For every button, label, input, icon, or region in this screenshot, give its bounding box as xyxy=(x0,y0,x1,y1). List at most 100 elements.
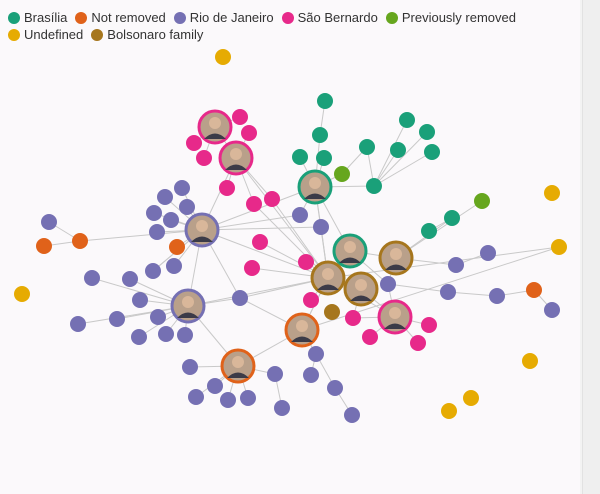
node-rio[interactable] xyxy=(267,366,283,382)
node-rio[interactable] xyxy=(240,390,256,406)
node-not-removed[interactable] xyxy=(169,239,185,255)
node-rio[interactable] xyxy=(274,400,290,416)
node-brasilia[interactable] xyxy=(444,210,460,226)
person-photo-node[interactable] xyxy=(378,240,414,276)
photo-body xyxy=(317,284,339,290)
node-prev-removed[interactable] xyxy=(474,193,490,209)
node-rio[interactable] xyxy=(70,316,86,332)
node-sao-bernardo[interactable] xyxy=(410,335,426,351)
node-brasilia[interactable] xyxy=(424,144,440,160)
node-rio[interactable] xyxy=(122,271,138,287)
legend-item-sao-bernardo[interactable]: São Bernardo xyxy=(281,10,378,25)
node-rio[interactable] xyxy=(440,284,456,300)
legend-item-not-removed[interactable]: Not removed xyxy=(75,10,166,25)
node-rio[interactable] xyxy=(163,212,179,228)
node-rio[interactable] xyxy=(41,214,57,230)
node-rio[interactable] xyxy=(109,311,125,327)
node-sao-bernardo[interactable] xyxy=(244,260,260,276)
node-brasilia[interactable] xyxy=(421,223,437,239)
node-sao-bernardo[interactable] xyxy=(219,180,235,196)
node-brasilia[interactable] xyxy=(359,139,375,155)
node-undefined[interactable] xyxy=(215,49,231,65)
node-sao-bernardo[interactable] xyxy=(186,135,202,151)
node-not-removed[interactable] xyxy=(526,282,542,298)
node-rio[interactable] xyxy=(131,329,147,345)
node-rio[interactable] xyxy=(146,205,162,221)
node-rio[interactable] xyxy=(84,270,100,286)
node-sao-bernardo[interactable] xyxy=(264,191,280,207)
node-rio[interactable] xyxy=(182,359,198,375)
node-sao-bernardo[interactable] xyxy=(196,150,212,166)
node-rio[interactable] xyxy=(150,309,166,325)
node-not-removed[interactable] xyxy=(36,238,52,254)
node-not-removed[interactable] xyxy=(72,233,88,249)
node-brasilia[interactable] xyxy=(390,142,406,158)
node-rio[interactable] xyxy=(303,367,319,383)
node-rio[interactable] xyxy=(489,288,505,304)
node-rio[interactable] xyxy=(480,245,496,261)
node-rio[interactable] xyxy=(174,180,190,196)
node-prev-removed[interactable] xyxy=(334,166,350,182)
node-rio[interactable] xyxy=(232,290,248,306)
node-undefined[interactable] xyxy=(522,353,538,369)
node-rio[interactable] xyxy=(158,326,174,342)
person-photo-node[interactable] xyxy=(220,348,256,384)
node-brasilia[interactable] xyxy=(317,93,333,109)
node-brasilia[interactable] xyxy=(292,149,308,165)
person-photo-node[interactable] xyxy=(343,271,379,307)
node-undefined[interactable] xyxy=(544,185,560,201)
node-family[interactable] xyxy=(324,304,340,320)
node-rio[interactable] xyxy=(166,258,182,274)
legend-item-undefined[interactable]: Undefined xyxy=(8,27,83,42)
node-undefined[interactable] xyxy=(441,403,457,419)
node-rio[interactable] xyxy=(327,380,343,396)
node-brasilia[interactable] xyxy=(312,127,328,143)
node-rio[interactable] xyxy=(188,389,204,405)
node-sao-bernardo[interactable] xyxy=(241,125,257,141)
node-sao-bernardo[interactable] xyxy=(362,329,378,345)
scrollbar[interactable] xyxy=(582,0,600,494)
person-photo-node[interactable] xyxy=(310,260,346,296)
person-photo-node[interactable] xyxy=(284,312,320,348)
person-photo-node[interactable] xyxy=(184,212,220,248)
node-rio[interactable] xyxy=(132,292,148,308)
person-photo-node[interactable] xyxy=(297,169,333,205)
node-rio[interactable] xyxy=(544,302,560,318)
person-photo-node[interactable] xyxy=(218,140,254,176)
person-photo-node[interactable] xyxy=(170,288,206,324)
node-rio[interactable] xyxy=(157,189,173,205)
node-sao-bernardo[interactable] xyxy=(303,292,319,308)
node-rio[interactable] xyxy=(179,199,195,215)
node-sao-bernardo[interactable] xyxy=(252,234,268,250)
node-undefined[interactable] xyxy=(463,390,479,406)
person-photo-node[interactable] xyxy=(377,299,413,335)
node-rio[interactable] xyxy=(145,263,161,279)
node-undefined[interactable] xyxy=(14,286,30,302)
node-brasilia[interactable] xyxy=(366,178,382,194)
node-rio[interactable] xyxy=(308,346,324,362)
node-rio[interactable] xyxy=(313,219,329,235)
legend-item-rio[interactable]: Rio de Janeiro xyxy=(173,10,274,25)
legend-item-family[interactable]: Bolsonaro family xyxy=(91,27,203,42)
legend-item-prev-removed[interactable]: Previously removed xyxy=(385,10,516,25)
node-rio[interactable] xyxy=(149,224,165,240)
node-sao-bernardo[interactable] xyxy=(232,109,248,125)
node-sao-bernardo[interactable] xyxy=(298,254,314,270)
node-sao-bernardo[interactable] xyxy=(421,317,437,333)
node-brasilia[interactable] xyxy=(399,112,415,128)
node-rio[interactable] xyxy=(220,392,236,408)
node-rio[interactable] xyxy=(344,407,360,423)
node-rio[interactable] xyxy=(380,276,396,292)
node-brasilia[interactable] xyxy=(316,150,332,166)
node-sao-bernardo[interactable] xyxy=(345,310,361,326)
legend-item-brasilia[interactable]: Brasília xyxy=(8,10,67,25)
node-undefined[interactable] xyxy=(551,239,567,255)
node-rio[interactable] xyxy=(292,207,308,223)
node-rio[interactable] xyxy=(448,257,464,273)
node-brasilia[interactable] xyxy=(419,124,435,140)
node-rio[interactable] xyxy=(207,378,223,394)
person-photo-node[interactable] xyxy=(197,109,233,145)
person-photo-node[interactable] xyxy=(332,233,368,269)
node-sao-bernardo[interactable] xyxy=(246,196,262,212)
node-rio[interactable] xyxy=(177,327,193,343)
